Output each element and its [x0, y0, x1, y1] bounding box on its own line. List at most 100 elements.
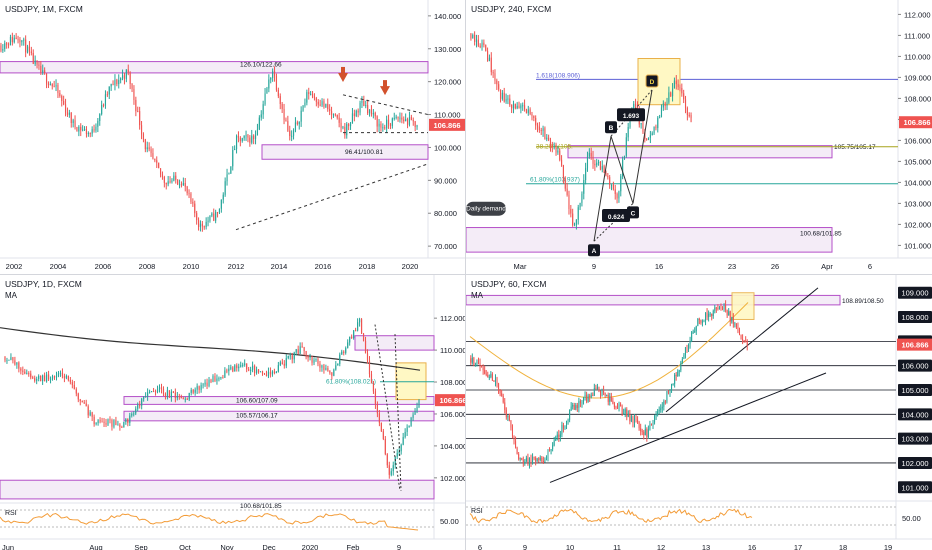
h4-candle	[575, 219, 577, 226]
monthly-candle	[15, 37, 17, 40]
daily-ma-label: MA	[5, 291, 17, 300]
hourly-candle	[494, 377, 496, 382]
time-tick-label: 9	[397, 543, 401, 550]
daily-candle	[149, 391, 151, 393]
hourly-candle	[556, 434, 558, 438]
hourly-chart-svg[interactable]: 109.000108.000107.000106.000105.000104.0…	[466, 275, 932, 550]
time-tick-label: 13	[702, 543, 710, 550]
h4-candle	[553, 145, 555, 148]
h4-candle	[684, 99, 687, 108]
hourly-candle	[510, 420, 512, 428]
daily-candle	[57, 373, 60, 376]
h4-candle	[603, 166, 605, 173]
monthly-candle	[315, 97, 317, 102]
four-hour-chart-svg[interactable]: 112.000111.000110.000109.000108.000107.0…	[466, 0, 932, 274]
hourly-candle	[728, 311, 730, 316]
monthly-candle	[154, 158, 156, 161]
daily-candle	[158, 387, 161, 390]
monthly-candle	[106, 94, 108, 96]
monthly-chart-title: USDJPY, 1M, FXCM	[5, 4, 83, 14]
monthly-candle	[363, 100, 365, 106]
chart-panel-hourly[interactable]: 109.000108.000107.000106.000105.000104.0…	[466, 275, 932, 550]
monthly-chart-svg[interactable]: 140.000 130.000 120.000 110.000 100.000 90.00…	[0, 0, 465, 274]
h4-candle	[514, 103, 516, 109]
daily-candle	[119, 424, 121, 427]
monthly-candle	[169, 181, 171, 183]
daily-candle	[87, 406, 89, 416]
monthly-candle	[80, 126, 82, 131]
price-tick-label: 106.000	[904, 136, 931, 145]
daily-candle	[109, 419, 111, 421]
price-tick-label: 105.000	[904, 157, 931, 166]
monthly-candle	[131, 83, 133, 89]
daily-candle	[321, 365, 323, 368]
hourly-candle	[491, 374, 493, 381]
h4-candle	[577, 207, 579, 220]
daily-candle	[378, 413, 380, 423]
hourly-candle	[552, 445, 554, 450]
monthly-candle	[249, 137, 251, 143]
hourly-candle	[695, 325, 697, 332]
daily-candle	[309, 356, 311, 358]
daily-candle	[232, 367, 234, 372]
daily-candle	[45, 374, 48, 382]
last-price-label: 106.866	[433, 121, 460, 130]
daily-candle	[289, 355, 291, 357]
h4-candle	[633, 103, 635, 109]
daily-candle	[168, 390, 171, 398]
hourly-candle	[592, 395, 594, 397]
hourly-candle	[627, 413, 629, 417]
daily-chart-svg[interactable]: 112.000 110.000 108.000 106.000 104.000 102.0…	[0, 275, 465, 550]
monthly-candle	[302, 105, 304, 111]
price-tick-label: 109.000	[901, 289, 928, 298]
daily-candle	[40, 375, 42, 382]
h4-candle	[472, 34, 474, 39]
h4-candle	[522, 105, 524, 107]
monthly-candle	[63, 100, 65, 105]
daily-candle	[295, 349, 297, 353]
daily-candle	[143, 396, 145, 399]
h4-candle	[666, 102, 668, 106]
time-tick-label: 2006	[95, 262, 112, 271]
time-tick-label: 2010	[183, 262, 200, 271]
monthly-candle	[123, 75, 126, 79]
monthly-candle	[323, 101, 325, 107]
chart-panel-4h[interactable]: 112.000111.000110.000109.000108.000107.0…	[466, 0, 932, 274]
chart-panel-daily[interactable]: 112.000 110.000 108.000 106.000 104.000 102.0…	[0, 275, 465, 550]
monthly-candle	[256, 129, 259, 136]
monthly-candle	[405, 119, 407, 122]
h4-candle	[601, 166, 603, 170]
chart-panel-monthly[interactable]: 140.000 130.000 120.000 110.000 100.000 90.00…	[0, 0, 465, 274]
monthly-candle	[26, 46, 29, 53]
daily-candle	[93, 416, 95, 425]
daily-candle	[392, 465, 394, 472]
time-tick-label: 17	[794, 543, 802, 550]
hourly-candle	[694, 331, 696, 333]
monthly-candle	[287, 121, 289, 131]
hourly-candle	[533, 457, 535, 459]
monthly-candle	[251, 135, 253, 143]
monthly-candle	[144, 139, 146, 150]
monthly-candle	[11, 36, 13, 43]
monthly-candle	[237, 135, 240, 138]
daily-candle	[293, 352, 295, 360]
hourly-candle	[650, 424, 652, 426]
horizontal-divider	[0, 274, 932, 275]
h4-candle	[479, 45, 481, 48]
monthly-candle	[272, 71, 274, 79]
h4-candle	[677, 84, 679, 88]
monthly-candle	[254, 135, 257, 139]
daily-candle	[160, 387, 163, 390]
zone-label: 108.89/108.50	[842, 298, 884, 305]
monthly-candle	[266, 88, 268, 94]
daily-candle	[24, 371, 26, 374]
daily-candle	[212, 376, 214, 383]
monthly-candle	[207, 220, 209, 223]
fib-label: 61.80%(108.021)	[326, 379, 376, 386]
daily-candle	[192, 389, 194, 393]
h4-candle	[651, 133, 653, 136]
h4-candle	[536, 125, 539, 127]
monthly-candle	[125, 69, 127, 79]
daily-candle	[382, 431, 384, 439]
price-tick-label: 140.000	[434, 12, 461, 21]
